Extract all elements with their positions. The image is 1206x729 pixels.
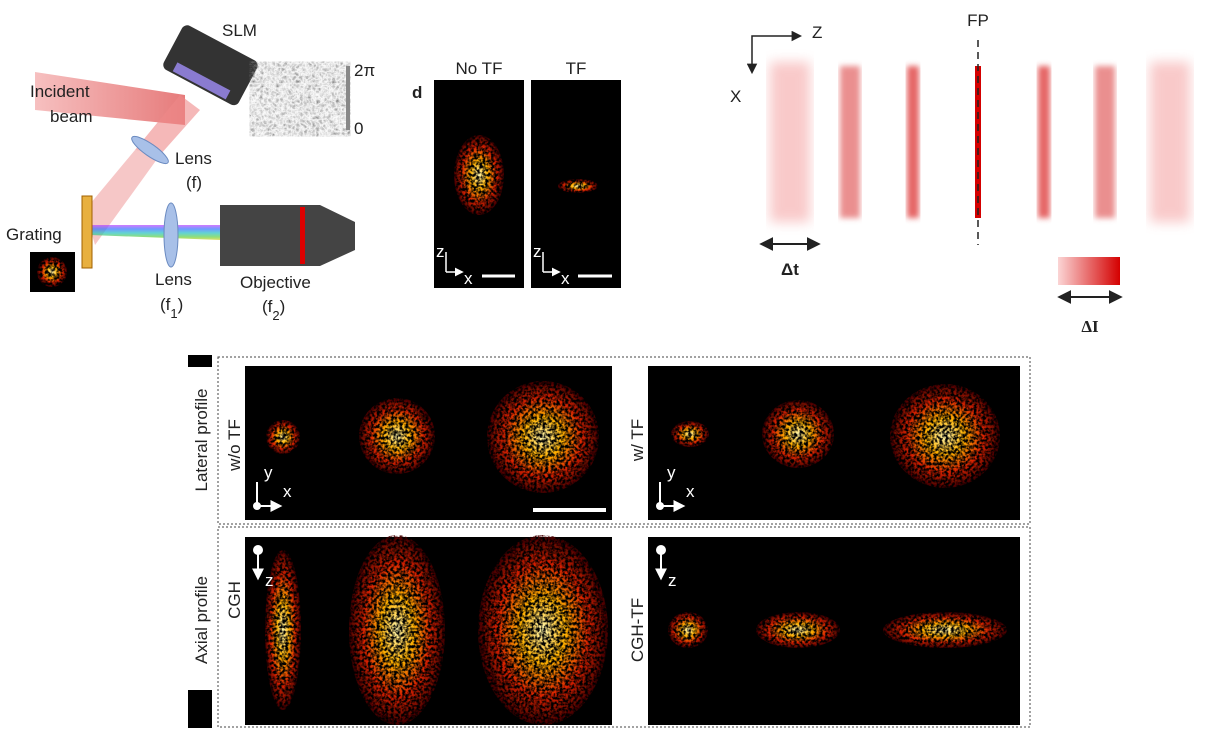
row-label: Lateral profile — [192, 388, 211, 491]
row-label: Axial profile — [192, 576, 211, 664]
axis-label: x — [686, 482, 695, 501]
profiles: Lateral profile Axial profile w/o TF y x… — [188, 355, 1030, 728]
panel-d: d No TF TF z x z x — [412, 59, 621, 288]
lens-label: Lens — [175, 149, 212, 168]
axis-label: x — [283, 482, 292, 501]
axis-label: X — [730, 87, 741, 106]
objective — [220, 205, 355, 266]
objective-label: Objective — [240, 273, 311, 292]
panel-letter: d — [412, 83, 422, 102]
panel-title: No TF — [456, 59, 503, 78]
axis-label: x — [561, 269, 570, 288]
panel-label: w/o TF — [225, 419, 244, 472]
lens-label: (f) — [186, 173, 202, 192]
axis-label: z — [265, 571, 274, 590]
fp-label: FP — [967, 11, 989, 30]
colorbar-min: 0 — [354, 119, 363, 138]
focus-schematic: Z X FP Δt ΔI — [730, 11, 1190, 336]
axis-label: y — [264, 463, 273, 482]
slm-label: SLM — [222, 21, 257, 40]
axis-label: x — [464, 269, 473, 288]
panel-label: CGH — [225, 581, 244, 619]
figure: SLM 2π 0 Incident beam Lens (f) Grating … — [0, 0, 1206, 729]
panel-label: CGH-TF — [628, 598, 647, 662]
axis-label: z — [668, 571, 677, 590]
phase-mask — [258, 68, 342, 130]
axis-label: z — [436, 242, 445, 261]
objective-label: (f2) — [262, 297, 285, 323]
grating-label: Grating — [6, 225, 62, 244]
incident-label: Incident — [30, 82, 90, 101]
panel-title: TF — [566, 59, 587, 78]
grating — [82, 196, 92, 268]
dt-label: Δt — [781, 260, 799, 279]
colorbar — [346, 66, 350, 130]
incident-label: beam — [50, 107, 93, 126]
axis-label: z — [533, 242, 542, 261]
axis-label: y — [667, 463, 676, 482]
optical-setup: SLM 2π 0 Incident beam Lens (f) Grating … — [6, 21, 375, 323]
colorbar-max: 2π — [354, 61, 375, 80]
panel-label: w/ TF — [628, 419, 647, 462]
di-label: ΔI — [1081, 317, 1099, 336]
lens — [164, 203, 178, 267]
lens-label: Lens — [155, 270, 192, 289]
lens-label: (f1) — [160, 295, 183, 321]
axis-label: Z — [812, 23, 822, 42]
